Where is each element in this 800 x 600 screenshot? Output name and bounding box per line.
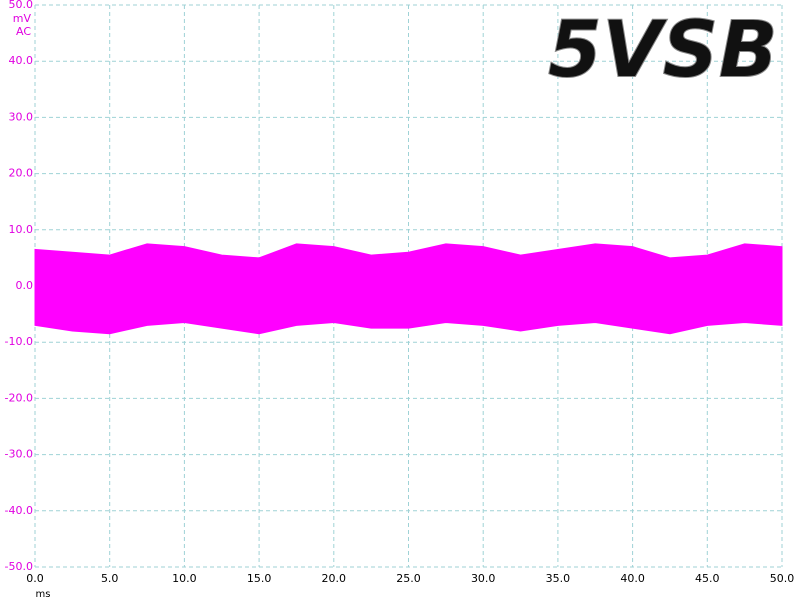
y-tick-label: 10.0 [9, 223, 34, 236]
x-unit: ms [36, 589, 51, 600]
signal-envelope [34, 285, 783, 335]
coupling: AC [16, 25, 31, 38]
y-tick-label: -10.0 [5, 335, 33, 348]
x-tick-label: 50.0 [770, 572, 795, 585]
y-tick-label: 20.0 [9, 167, 34, 180]
x-tick-label: 15.0 [247, 572, 272, 585]
waveform [34, 243, 783, 335]
y-tick-label: -20.0 [5, 391, 33, 404]
x-tick-label: 45.0 [695, 572, 720, 585]
y-tick-label: 30.0 [9, 110, 34, 123]
x-tick-label: 35.0 [546, 572, 571, 585]
x-tick-label: 25.0 [396, 572, 421, 585]
y-unit: mV [13, 12, 32, 25]
y-tick-label: 0.0 [16, 279, 34, 292]
signal-envelope [34, 243, 783, 287]
chart-title: 5VSB [548, 5, 778, 95]
x-tick-label: 0.0 [26, 572, 44, 585]
x-tick-label: 5.0 [101, 572, 119, 585]
y-tick-label: 40.0 [9, 54, 34, 67]
x-tick-label: 10.0 [172, 572, 197, 585]
y-tick-label: -30.0 [5, 448, 33, 461]
x-tick-label: 40.0 [620, 572, 645, 585]
x-tick-label: 30.0 [471, 572, 496, 585]
y-tick-label: -40.0 [5, 504, 33, 517]
x-tick-label: 20.0 [322, 572, 347, 585]
y-tick-label: 50.0 [9, 0, 34, 11]
y-tick-label: -50.0 [5, 560, 33, 573]
